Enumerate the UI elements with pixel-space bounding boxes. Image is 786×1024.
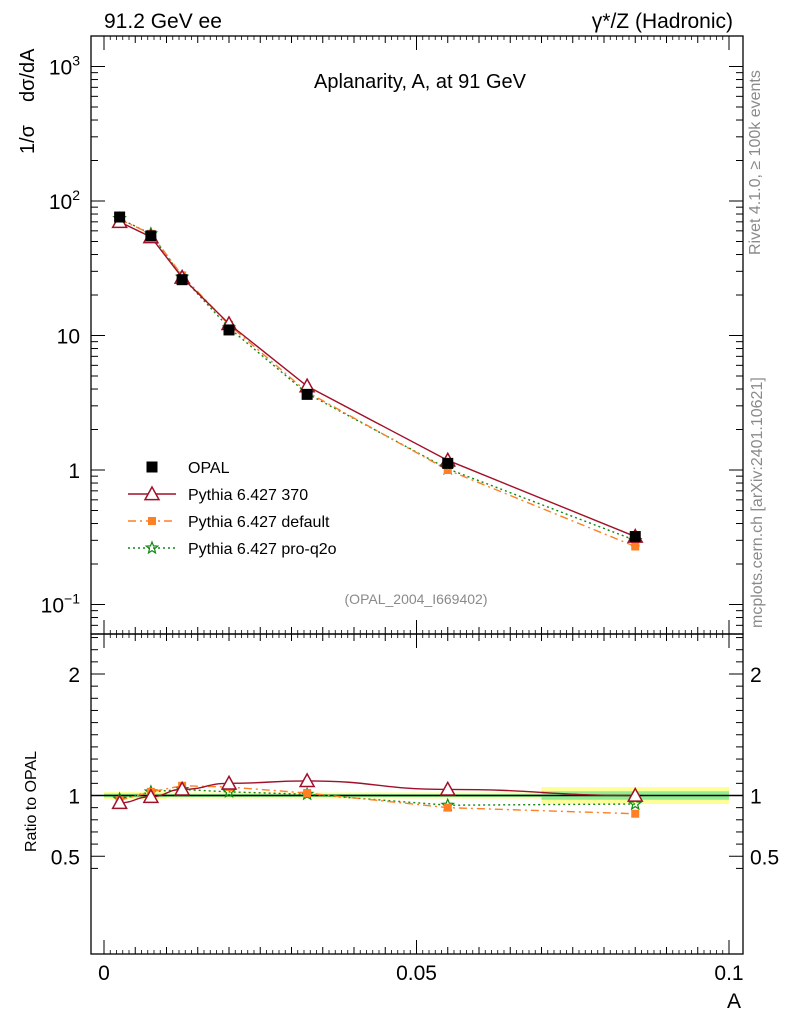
main-panel: Aplanarity, A, at 91 GeV 1/σ dσ/dA (OPAL… (17, 35, 744, 635)
x-tick-label: 0.1 (714, 962, 743, 985)
ratio-point-p370 (439, 780, 457, 796)
ratio-line-pq2o (119, 788, 636, 806)
y-tick-label: 103 (49, 53, 80, 80)
ratio-point-pdefault (443, 803, 452, 812)
ratio-y-tick-label-left: 0.5 (51, 846, 80, 869)
legend-marker-pq2o (144, 540, 160, 555)
legend-label-data: OPAL (188, 460, 230, 477)
ratio-point-p370 (298, 772, 316, 788)
chart-title: Aplanarity, A, at 91 GeV (314, 71, 527, 93)
x-tick-label: 0 (98, 962, 110, 985)
y-tick-label: 10−1 (41, 591, 81, 618)
ratio-point-p370 (111, 794, 128, 810)
analysis-tag: (OPAL_2004_I669402) (345, 591, 488, 607)
rivet-version-label: Rivet 4.1.0, ≥ 100k events (747, 70, 764, 255)
ratio-point-pdefault (631, 809, 640, 818)
data-point-data (223, 324, 235, 336)
x-tick-label: 0.05 (396, 962, 437, 985)
ratio-point-pdefault (303, 789, 312, 798)
data-point-pdefault (443, 466, 452, 474)
ratio-line-p370 (119, 780, 636, 804)
ratio-point-p370 (220, 774, 238, 790)
y-tick-label: 1 (68, 460, 80, 483)
y-tick-label: 10 (57, 326, 80, 349)
legend: OPAL Pythia 6.427 370 Pythia 6.427 default… (128, 460, 337, 558)
ratio-point-p370 (142, 788, 160, 804)
data-point-data (145, 230, 157, 242)
ratio-y-tick-label-left: 1 (68, 786, 80, 809)
legend-marker-p370 (143, 485, 161, 501)
ratio-point-p370 (626, 786, 644, 802)
x-axis-label: A (727, 990, 741, 1013)
y-tick-label: 102 (49, 187, 80, 214)
data-point-data (301, 388, 313, 400)
legend-marker-data (146, 461, 158, 473)
data-point-data (176, 274, 188, 286)
data-point-data (442, 457, 454, 469)
data-point-data (114, 211, 126, 223)
ratio-series-group (111, 772, 644, 818)
ratio-y-tick-label-right: 1 (750, 786, 762, 809)
legend-label-p370: Pythia 6.427 370 (188, 487, 308, 504)
ratio-y-tick-label-right: 2 (750, 664, 762, 687)
ratio-panel: Ratio to OPAL A 2 2 1 1 0.5 0.5 0 0.05 0.1 (23, 633, 779, 1013)
ratio-point-pq2o (627, 796, 643, 811)
ratio-axis-ticks: 2 2 1 1 0.5 0.5 0 0.05 0.1 (51, 634, 779, 985)
legend-marker-pdefault (148, 517, 156, 525)
ratio-point-pq2o (221, 784, 237, 799)
header-right: γ*/Z (Hadronic) (592, 10, 733, 33)
main-series-group (111, 210, 644, 551)
main-ylabel-norm: 1/σ (17, 124, 39, 154)
main-ylabel-dsigma: dσ/dA (17, 48, 39, 102)
header-left: 91.2 GeV ee (104, 10, 222, 33)
ratio-y-tick-label-right: 0.5 (750, 846, 779, 869)
legend-label-pdefault: Pythia 6.427 default (188, 514, 330, 531)
ratio-ylabel: Ratio to OPAL (23, 751, 40, 852)
ratio-y-tick-label-left: 2 (68, 664, 80, 687)
data-point-pdefault (631, 542, 640, 551)
ratio-point-p370 (173, 780, 191, 796)
data-point-data (629, 531, 641, 543)
legend-label-pq2o: Pythia 6.427 pro-q2o (188, 541, 337, 558)
mcplots-credit-label: mcplots.cern.ch [arXiv:2401.10621] (749, 377, 766, 628)
